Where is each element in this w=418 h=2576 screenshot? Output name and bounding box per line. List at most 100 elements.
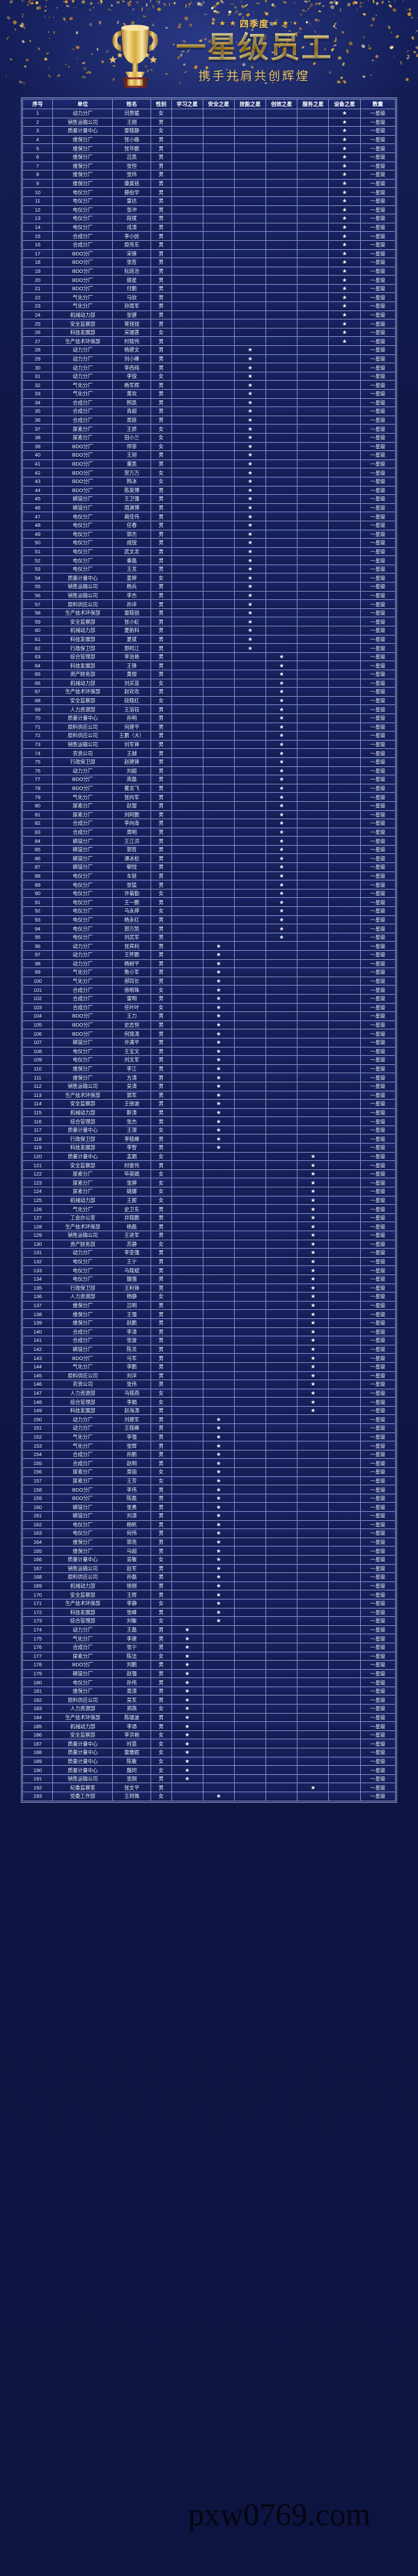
star-cell-empty (297, 214, 330, 223)
row-level: 一星级 (359, 512, 396, 521)
star-icon: ★ (202, 1485, 235, 1494)
table-row: 6 维保分厂 吕凯男 ★ 一星级 (22, 152, 396, 162)
star-cell-empty (171, 993, 203, 1004)
row-index: 59 (22, 617, 54, 627)
row-gender: 男 (150, 1370, 172, 1381)
row-index: 146 (22, 1380, 54, 1389)
star-icon: ★ (328, 239, 361, 250)
table-row: 98 动力分厂 杨树平男 ★ 一星级 (22, 958, 396, 969)
table-row: 17 BDO分厂 宋锋男 ★ 一星级 (22, 248, 396, 259)
row-index: 179 (22, 1668, 54, 1679)
row-gender: 男 (150, 993, 172, 1004)
row-unit: BDO分厂 (52, 1020, 114, 1030)
star-icon: ★ (233, 494, 267, 504)
star-cell-empty (233, 1432, 267, 1442)
star-cell-empty (171, 1064, 203, 1074)
star-cell-empty (171, 327, 203, 338)
star-icon: ★ (265, 862, 298, 872)
star-cell-empty (202, 827, 235, 837)
row-unit: 质量计量中心 (52, 126, 114, 136)
star-cell-empty (328, 775, 361, 784)
star-cell-empty (265, 993, 298, 1004)
star-cell-empty (265, 424, 298, 434)
star-cell-empty (171, 739, 203, 750)
star-cell-empty (297, 1011, 330, 1021)
row-index: 176 (22, 1642, 54, 1652)
row-unit: 科技发展部 (52, 1143, 114, 1153)
star-cell-empty (328, 1239, 361, 1249)
star-cell-empty (202, 1756, 235, 1767)
row-index: 85 (22, 844, 54, 855)
row-index: 76 (22, 766, 54, 776)
star-cell-empty (297, 1695, 330, 1705)
row-index: 143 (22, 1353, 54, 1363)
star-cell-empty (265, 1607, 298, 1618)
row-unit: 维保分厂 (52, 170, 114, 180)
row-index: 183 (22, 1704, 54, 1714)
row-unit: 动力分厂 (52, 941, 114, 951)
star-cell-empty (328, 1739, 361, 1749)
row-gender: 男 (150, 1686, 172, 1696)
row-unit: 合成分厂 (52, 1449, 114, 1460)
row-level: 一星级 (359, 214, 396, 223)
star-cell-empty (328, 1546, 361, 1556)
star-icon: ★ (297, 1370, 330, 1381)
table-row: 102 合成分厂 雷明男 ★ 一星级 (22, 993, 396, 1004)
row-index: 135 (22, 1283, 54, 1293)
row-name: 许满平 (112, 1037, 151, 1048)
row-name: 王磊 (112, 1625, 151, 1635)
star-cell-empty (328, 1519, 361, 1530)
star-cell-empty (171, 573, 203, 583)
row-name: 戎涛 (112, 222, 151, 232)
row-level: 一星级 (359, 809, 396, 820)
row-index: 186 (22, 1730, 54, 1740)
row-unit: 动力分厂 (52, 950, 114, 960)
row-index: 165 (22, 1546, 54, 1556)
star-icon: ★ (297, 1283, 330, 1293)
star-cell-empty (202, 363, 235, 372)
row-name: 刘武军 (112, 932, 151, 942)
row-level: 一星级 (359, 248, 396, 259)
row-index: 129 (22, 1231, 54, 1240)
star-cell-empty (328, 1651, 361, 1661)
star-cell-empty (297, 643, 330, 653)
star-cell-empty (265, 1458, 298, 1469)
table-row: 168 原料供应公司 孙磊男 ★ 一星级 (22, 1572, 396, 1582)
row-name: 张健 (112, 310, 151, 320)
table-row: 119 科技发展部 李智男 ★ 一星级 (22, 1143, 396, 1153)
star-cell-empty (297, 1677, 330, 1687)
star-cell-empty (171, 1792, 203, 1801)
star-cell-empty (171, 424, 203, 434)
star-cell-empty (202, 1397, 235, 1407)
star-cell-empty (171, 1309, 203, 1319)
star-cell-empty (202, 906, 235, 916)
row-index: 83 (22, 827, 54, 837)
star-icon: ★ (265, 932, 298, 942)
row-unit: 安全监察部 (52, 1730, 114, 1740)
star-cell-empty (328, 836, 361, 846)
star-cell-empty (328, 844, 361, 855)
star-cell-empty (328, 1195, 361, 1206)
row-level: 一星级 (359, 424, 396, 434)
star-icon: ★ (233, 529, 267, 539)
star-cell-empty (171, 520, 203, 530)
star-cell-empty (202, 766, 235, 776)
row-gender: 男 (150, 1590, 172, 1599)
row-index: 16 (22, 239, 54, 250)
row-unit: 质量计量中心 (52, 1151, 114, 1162)
table-row: 131 动力分厂 李亚强男 ★ 一星级 (22, 1248, 396, 1258)
row-name: 周明 (112, 827, 151, 837)
row-level: 一星级 (359, 371, 396, 381)
star-cell-empty (265, 599, 298, 609)
star-cell-empty (297, 380, 330, 390)
star-icon: ★ (265, 775, 298, 784)
row-index: 35 (22, 406, 54, 416)
star-cell-empty (297, 599, 330, 609)
row-unit: 气化分厂 (52, 792, 114, 802)
star-cell-empty (233, 1344, 267, 1354)
star-icon: ★ (202, 1554, 235, 1565)
table-row: 189 质量计量中心 陈敏女 ★ 一星级 (22, 1756, 396, 1767)
row-index: 170 (22, 1590, 54, 1599)
row-unit: 销售运输公司 (52, 1563, 114, 1574)
star-cell-empty (297, 775, 330, 784)
